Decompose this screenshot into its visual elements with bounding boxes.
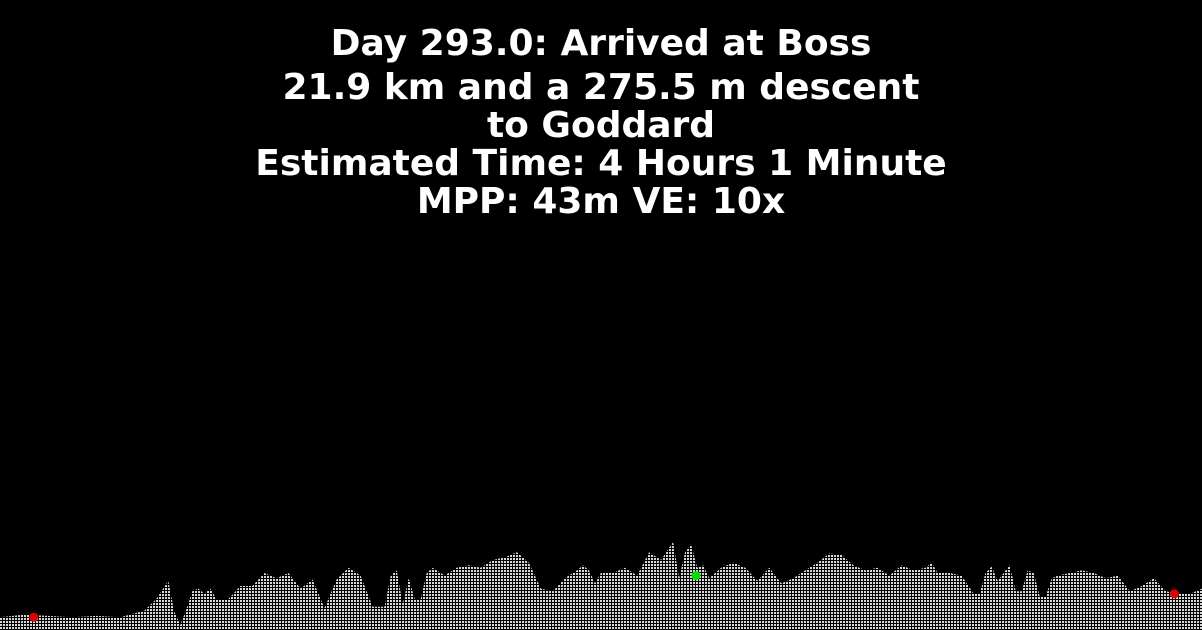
distance-descent-text: 21.9 km and a 275.5 m descent <box>282 67 920 108</box>
estimated-time-text: Estimated Time: 4 Hours 1 Minute <box>255 143 947 184</box>
destination-text: to Goddard <box>486 105 716 146</box>
start-marker <box>29 612 39 622</box>
current-marker <box>691 571 701 581</box>
terrain-area <box>0 541 1202 630</box>
trip-info-header: Day 293.0: Arrived at Boss 21.9 km and a… <box>0 22 1202 224</box>
day-arrival-text: Day 293.0: Arrived at Boss <box>330 23 872 64</box>
mpp-ve-text: MPP: 43m VE: 10x <box>416 181 786 222</box>
end-marker <box>1169 589 1179 599</box>
